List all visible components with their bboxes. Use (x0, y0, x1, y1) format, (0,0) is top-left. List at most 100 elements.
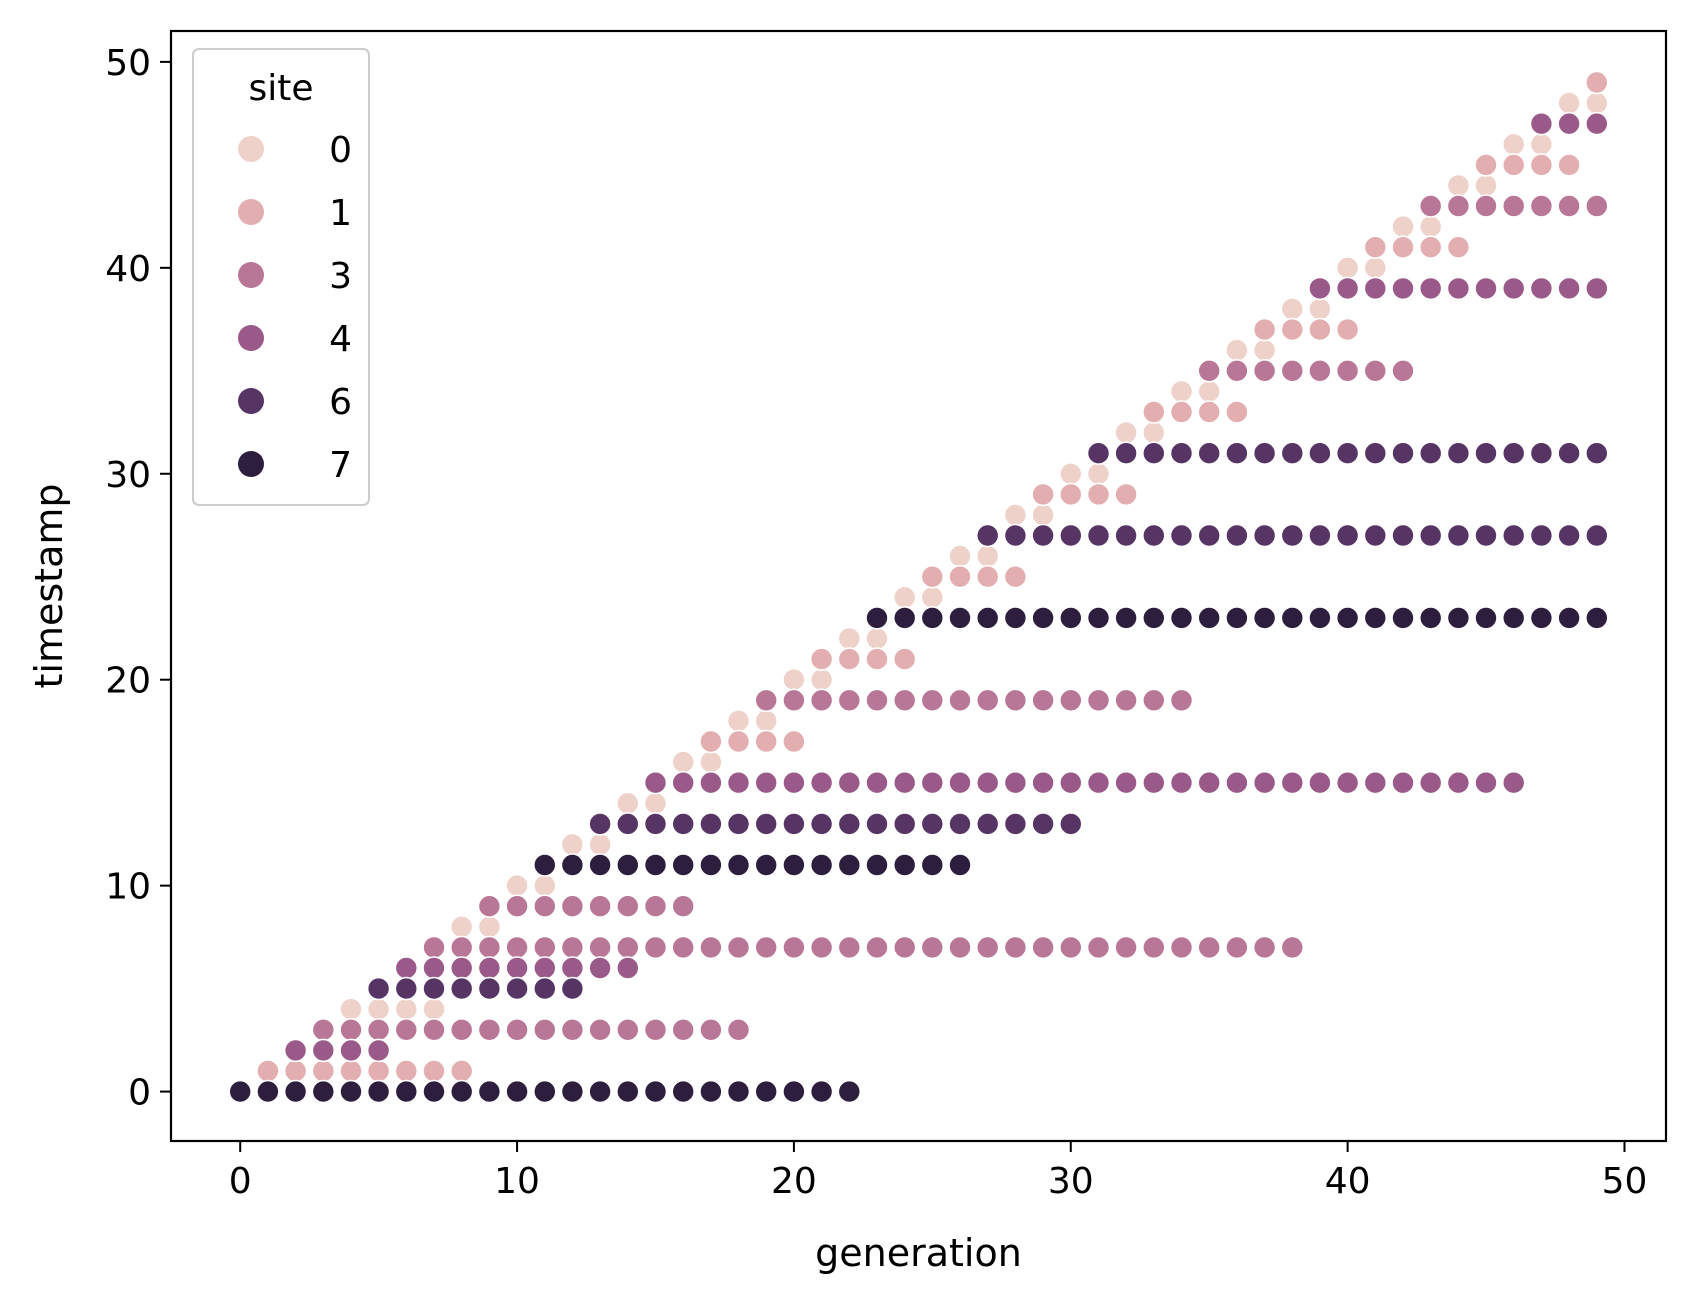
data-point-site-7 (1418, 606, 1443, 630)
legend-box (192, 48, 370, 506)
data-point-site-7 (1335, 606, 1360, 630)
data-point-site-3 (1474, 194, 1498, 218)
data-point-site-7 (422, 1079, 446, 1104)
data-point-site-7 (615, 1079, 640, 1104)
data-point-site-7 (560, 1079, 585, 1104)
data-point-site-1 (1197, 400, 1221, 424)
data-point-site-4 (477, 956, 502, 980)
data-point-site-3 (1391, 358, 1415, 383)
data-point-site-4 (311, 1038, 336, 1063)
data-point-site-7 (699, 853, 723, 877)
data-point-site-0 (699, 750, 723, 774)
data-point-site-0 (920, 585, 945, 610)
data-point-site-3 (837, 688, 862, 713)
data-point-site-3 (615, 935, 640, 960)
data-point-site-4 (1557, 111, 1581, 136)
data-point-site-0 (1529, 132, 1554, 157)
data-point-site-3 (588, 1018, 612, 1042)
data-point-site-7 (1557, 606, 1581, 630)
data-point-site-4 (1529, 276, 1554, 301)
data-point-site-3 (782, 935, 806, 960)
data-point-site-3 (339, 1018, 363, 1042)
data-point-site-6 (1391, 441, 1415, 466)
data-point-site-7 (782, 1079, 806, 1104)
data-point-site-0 (1391, 214, 1415, 239)
data-point-site-3 (1003, 688, 1028, 713)
data-point-site-6 (1474, 441, 1498, 466)
data-point-site-3 (1031, 688, 1055, 713)
y-tick-label: 0 (128, 1073, 151, 1114)
data-point-site-1 (1529, 153, 1554, 177)
data-point-site-0 (366, 997, 391, 1022)
y-tick-label: 10 (105, 867, 151, 908)
data-point-site-7 (1225, 606, 1249, 630)
data-point-site-3 (1003, 935, 1028, 960)
data-point-site-3 (782, 688, 806, 713)
data-point-site-3 (699, 1018, 723, 1042)
data-point-site-0 (1225, 338, 1249, 363)
data-point-site-7 (505, 1079, 529, 1104)
data-point-site-7 (256, 1079, 280, 1104)
x-tick-label: 30 (1048, 1161, 1094, 1202)
data-point-site-3 (865, 935, 889, 960)
data-point-site-4 (1335, 770, 1360, 795)
legend: site 0 1 3 4 6 7 (192, 48, 370, 506)
data-point-site-3 (588, 894, 612, 919)
data-point-site-3 (1252, 358, 1277, 383)
data-point-site-4 (1529, 111, 1554, 136)
data-point-site-7 (560, 853, 585, 877)
data-point-site-3 (671, 935, 696, 960)
data-point-site-0 (643, 791, 668, 816)
data-point-site-7 (920, 606, 945, 630)
legend-label: 1 (329, 193, 352, 234)
data-point-site-3 (449, 935, 474, 960)
data-point-site-6 (1225, 523, 1249, 548)
data-point-site-3 (422, 935, 446, 960)
data-point-site-1 (1169, 400, 1194, 424)
data-point-site-7 (892, 853, 917, 877)
data-point-site-1 (1225, 400, 1249, 424)
data-point-site-4 (532, 956, 557, 980)
data-point-site-4 (1418, 770, 1443, 795)
data-point-site-1 (837, 647, 862, 671)
data-point-site-4 (1363, 276, 1388, 301)
data-point-site-7 (699, 1079, 723, 1104)
data-point-site-3 (1308, 358, 1332, 383)
data-point-site-3 (726, 1018, 751, 1042)
data-point-site-6 (1059, 523, 1083, 548)
data-point-site-6 (1418, 441, 1443, 466)
plot-frame (169, 29, 1668, 1143)
data-point-site-3 (532, 1018, 557, 1042)
data-point-site-1 (1308, 317, 1332, 342)
data-point-site-1 (339, 1059, 363, 1083)
data-point-site-3 (1059, 688, 1083, 713)
data-point-site-1 (422, 1059, 446, 1083)
data-point-site-1 (892, 647, 917, 671)
data-point-site-3 (1446, 194, 1471, 218)
data-point-site-6 (671, 812, 696, 836)
data-point-site-1 (1059, 482, 1083, 507)
legend-label: 4 (329, 319, 352, 360)
data-point-site-0 (1114, 420, 1138, 445)
data-point-site-6 (477, 976, 502, 1001)
data-point-site-1 (1363, 235, 1388, 259)
data-point-site-7 (394, 1079, 419, 1104)
data-point-site-6 (366, 976, 391, 1001)
data-point-site-3 (560, 935, 585, 960)
data-point-site-4 (1308, 276, 1332, 301)
data-point-site-4 (1474, 276, 1498, 301)
data-point-site-6 (754, 812, 779, 836)
data-point-site-7 (311, 1079, 336, 1104)
legend-title: site (248, 68, 313, 109)
data-point-site-6 (1280, 441, 1305, 466)
data-point-site-3 (1169, 688, 1194, 713)
y-tick-label: 30 (105, 455, 151, 496)
data-point-site-7 (339, 1079, 363, 1104)
legend-label: 0 (329, 130, 352, 171)
data-point-site-6 (1446, 441, 1471, 466)
data-point-site-4 (643, 770, 668, 795)
data-point-site-0 (975, 544, 1000, 568)
data-point-site-7 (1529, 606, 1554, 630)
data-point-site-4 (948, 770, 972, 795)
data-point-site-6 (1391, 523, 1415, 548)
